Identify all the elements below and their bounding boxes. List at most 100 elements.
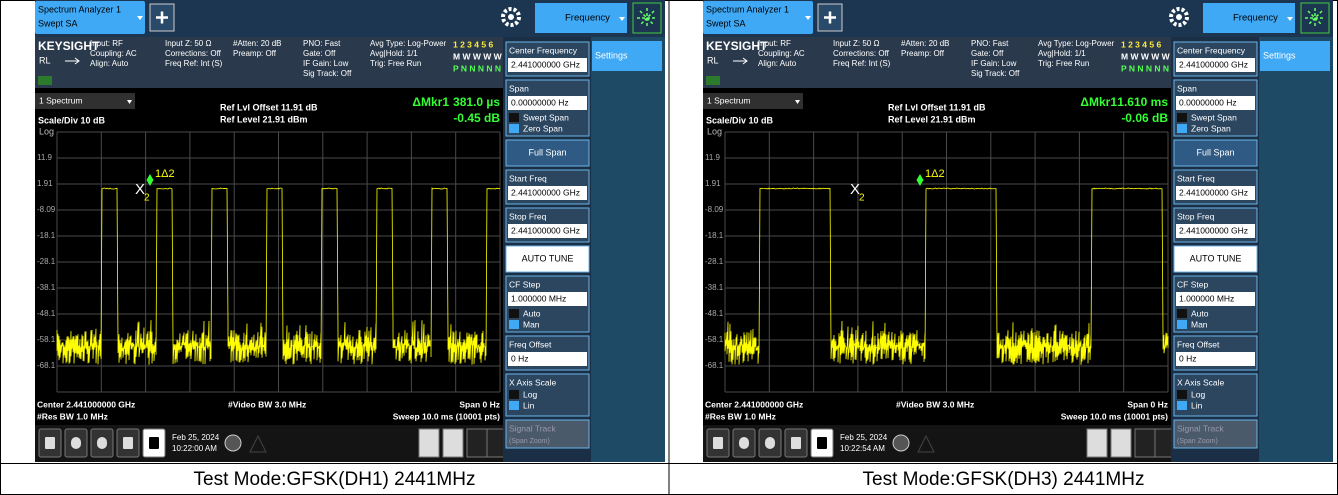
- time: 10:22:00 AM: [172, 444, 217, 453]
- softkey-value: 0.00000000 Hz: [1179, 97, 1237, 107]
- softkey-option: Zero Span: [1191, 123, 1231, 133]
- softkey-value: 2.441000000 GHz: [1179, 225, 1248, 235]
- softkey-value-box: [508, 292, 587, 306]
- tab-title: Spectrum Analyzer 1: [706, 4, 789, 14]
- toolbar-button[interactable]: [442, 428, 464, 458]
- softkey-title: Signal Track: [509, 423, 557, 433]
- y-label: -28.1: [37, 257, 56, 266]
- status-rays: [637, 8, 657, 28]
- input-arrow: [733, 57, 748, 65]
- lxi-badge: [706, 76, 720, 85]
- softkey-option: Auto: [523, 308, 541, 318]
- softkey-button[interactable]: [505, 139, 590, 167]
- caption: Test Mode:GFSK(DH1) 2441MHz: [194, 469, 476, 490]
- option-indicator: [509, 320, 519, 329]
- softkey-title: X Axis Scale: [1177, 377, 1225, 387]
- softkey-option: Auto: [1191, 308, 1209, 318]
- trace-flags: M W W W W W: [1121, 51, 1181, 61]
- header-info: Trig: Free Run: [370, 59, 421, 68]
- header-info: Corrections: Off: [165, 49, 222, 58]
- header-info: Input: RF: [90, 39, 123, 48]
- header-info: Sig Track: Off: [303, 69, 352, 78]
- scale-type: Log: [39, 126, 54, 136]
- header-info: #Atten: 20 dB: [901, 39, 949, 48]
- footer-sweep: Sweep 10.0 ms (10001 pts): [1061, 411, 1168, 421]
- softkey-value: 2.441000000 GHz: [511, 225, 580, 235]
- header-info: Avg Type: Log-Power: [1038, 39, 1115, 48]
- plus-icon: [824, 11, 836, 24]
- softkey[interactable]: [505, 373, 590, 417]
- toolbar-button[interactable]: [1134, 428, 1156, 458]
- menu-label: Frequency: [1233, 13, 1278, 24]
- option-indicator: [1177, 113, 1187, 122]
- header-info: Align: Auto: [758, 59, 797, 68]
- y-label: 11.9: [37, 153, 53, 162]
- option-indicator: [1177, 401, 1187, 410]
- footer-video-bw: #Video BW 3.0 MHz: [228, 399, 306, 409]
- softkey: [505, 419, 590, 449]
- header-info: Coupling: AC: [90, 49, 137, 58]
- toolbar-glyph: [45, 437, 55, 449]
- option-indicator: [509, 309, 519, 318]
- marker-y: -0.06 dB: [1121, 111, 1168, 125]
- softkey-title: Freq Offset: [509, 339, 552, 349]
- footer-span: Span 0 Hz: [459, 399, 500, 409]
- header-info: Freq Ref: Int (S): [165, 59, 223, 68]
- lxi-badge: [38, 76, 52, 85]
- settings-tab[interactable]: [1260, 41, 1330, 71]
- toolbar-button[interactable]: [1110, 428, 1132, 458]
- menu-button[interactable]: [535, 3, 627, 33]
- softkey-value-box: [1176, 352, 1255, 366]
- y-label: -8.09: [37, 205, 56, 214]
- delta-marker-index: 2: [144, 193, 150, 204]
- softkey-value-box: [1176, 58, 1255, 72]
- y-label: -8.09: [705, 205, 724, 214]
- y-label: -28.1: [705, 257, 724, 266]
- menu-button[interactable]: [1203, 3, 1295, 33]
- marker-diamond: [916, 174, 924, 186]
- softkey-option: Swept Span: [1191, 112, 1237, 122]
- option-indicator: [1177, 390, 1187, 399]
- toolbar-button[interactable]: [1086, 428, 1108, 458]
- option-indicator: [1177, 124, 1187, 133]
- ref-offset: Ref Lvl Offset 11.91 dB: [220, 102, 318, 112]
- softkey-option: Log: [523, 389, 537, 399]
- softkey-value-box: [508, 96, 587, 110]
- header-info: PNO: Fast: [971, 39, 1009, 48]
- footer-video-bw: #Video BW 3.0 MHz: [896, 399, 974, 409]
- softkey-title: Stop Freq: [509, 211, 547, 221]
- header-info: Avg|Hold: 1/1: [1038, 49, 1086, 58]
- softkey-value: 2.441000000 GHz: [1179, 59, 1248, 69]
- marker-diamond: [146, 174, 154, 186]
- header-info: IF Gain: Low: [971, 59, 1017, 68]
- softkey-value-box: [1176, 292, 1255, 306]
- ref-offset: Ref Lvl Offset 11.91 dB: [888, 102, 986, 112]
- settings-header: [703, 37, 1171, 88]
- softkey[interactable]: [1173, 373, 1258, 417]
- toolbar-glyph: [71, 437, 81, 449]
- y-label: -58.1: [37, 335, 56, 344]
- marker-diamond-label: 1Δ2: [155, 168, 175, 180]
- analyzer-screen: Spectrum Analyzer 1 Swept SA Frequency KEYS…: [703, 0, 1333, 462]
- softkey-option: Man: [523, 319, 540, 329]
- toolbar-button[interactable]: [418, 428, 440, 458]
- softkey-button[interactable]: [1173, 139, 1258, 167]
- header-info: Gate: Off: [971, 49, 1004, 58]
- brand: KEYSIGHT: [706, 39, 768, 53]
- trace-flags: 1 2 3 4 5 6: [453, 39, 493, 49]
- menu-label: Frequency: [565, 13, 610, 24]
- softkey-value: 0.00000000 Hz: [511, 97, 569, 107]
- header-info: Freq Ref: Int (S): [833, 59, 891, 68]
- footer-res-bw: #Res BW 1.0 MHz: [37, 411, 108, 421]
- softkey-button[interactable]: [505, 245, 590, 273]
- toolbar-button[interactable]: [466, 428, 488, 458]
- settings-tab[interactable]: [592, 41, 662, 71]
- tab-subtitle: Swept SA: [706, 18, 746, 28]
- softkey-button[interactable]: [1173, 245, 1258, 273]
- menu-arrow: [619, 17, 625, 21]
- softkey-sub: (Span Zoom): [509, 438, 550, 445]
- softkey-value-box: [1176, 186, 1255, 200]
- footer-span: Span 0 Hz: [1127, 399, 1168, 409]
- softkey-option: Lin: [1191, 400, 1203, 410]
- softkey-value-box: [508, 224, 587, 238]
